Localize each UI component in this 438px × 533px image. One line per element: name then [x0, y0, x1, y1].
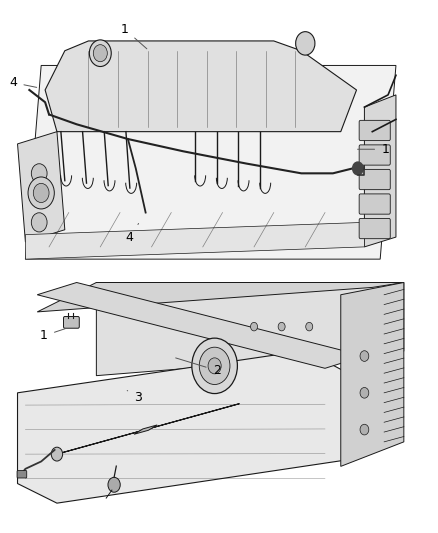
Polygon shape: [25, 66, 396, 259]
Circle shape: [278, 322, 285, 331]
Polygon shape: [52, 403, 240, 456]
Circle shape: [51, 447, 63, 461]
Polygon shape: [37, 282, 364, 368]
FancyBboxPatch shape: [359, 120, 390, 141]
Circle shape: [192, 338, 237, 393]
Text: 4: 4: [9, 76, 37, 89]
Circle shape: [32, 213, 47, 232]
Circle shape: [33, 183, 49, 203]
FancyBboxPatch shape: [17, 471, 27, 478]
Circle shape: [32, 188, 47, 207]
Circle shape: [360, 351, 369, 361]
Circle shape: [199, 347, 230, 384]
Circle shape: [353, 162, 363, 175]
Circle shape: [251, 322, 258, 331]
FancyBboxPatch shape: [359, 145, 390, 165]
Text: 3: 3: [127, 391, 142, 403]
Text: 2: 2: [176, 358, 221, 377]
Polygon shape: [45, 41, 357, 132]
Polygon shape: [364, 95, 396, 247]
Polygon shape: [18, 351, 353, 503]
Circle shape: [108, 478, 120, 492]
Circle shape: [306, 322, 313, 331]
Circle shape: [208, 358, 221, 374]
FancyBboxPatch shape: [359, 169, 390, 190]
FancyBboxPatch shape: [359, 219, 390, 239]
Polygon shape: [18, 132, 65, 242]
Polygon shape: [25, 222, 364, 259]
FancyBboxPatch shape: [359, 194, 390, 214]
Polygon shape: [134, 425, 157, 434]
Polygon shape: [96, 282, 404, 376]
Text: 1: 1: [40, 329, 65, 342]
FancyBboxPatch shape: [64, 317, 79, 328]
Circle shape: [28, 177, 54, 209]
Polygon shape: [341, 282, 404, 466]
Circle shape: [89, 40, 111, 67]
Circle shape: [296, 31, 315, 55]
Text: 4: 4: [125, 223, 138, 244]
Polygon shape: [37, 282, 404, 312]
Circle shape: [93, 45, 107, 62]
Circle shape: [32, 164, 47, 183]
Text: 1: 1: [357, 143, 389, 156]
Text: 1: 1: [121, 23, 147, 49]
Circle shape: [360, 424, 369, 435]
Circle shape: [360, 387, 369, 398]
